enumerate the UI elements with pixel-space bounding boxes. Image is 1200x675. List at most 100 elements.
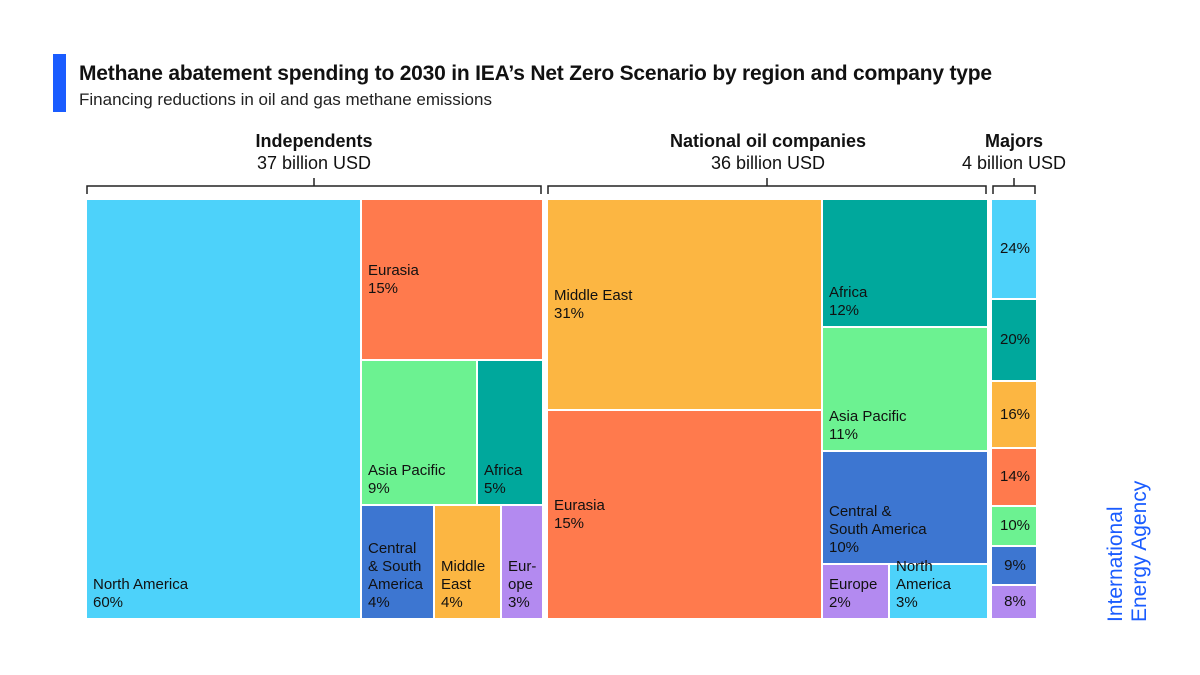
cell-region-name: Africa xyxy=(829,284,868,301)
cell-label: Eurasia 15% xyxy=(554,497,605,533)
cell-label: 9% xyxy=(992,557,1038,575)
cell-region-name: East xyxy=(441,576,472,593)
cell-region-name: Eur- xyxy=(508,558,537,575)
cell-label: North America 60% xyxy=(93,576,188,612)
cell-region-name: Central & xyxy=(829,503,892,520)
cell-percent: 10% xyxy=(999,517,1031,534)
cell-region-name: & South xyxy=(368,558,422,575)
group-total: 36 billion USD xyxy=(710,153,826,173)
group-name: Independents xyxy=(255,131,373,151)
cell-percent: 2% xyxy=(829,594,851,611)
bracket-majors xyxy=(992,178,1036,194)
cell-percent: 5% xyxy=(484,480,506,497)
cell-label: 14% xyxy=(992,468,1038,486)
iea-logo: International Energy Agency xyxy=(1104,480,1151,622)
bracket-independents xyxy=(86,178,542,194)
cell-label: Middle East 4% xyxy=(441,558,485,612)
bracket-national-oil-companies xyxy=(547,178,987,194)
treemap-cell-national-oil-companies-north-america: North America 3% xyxy=(889,558,988,619)
cell-label: North America 3% xyxy=(896,558,951,612)
group-total: 37 billion USD xyxy=(256,153,372,173)
cell-region-name: South America xyxy=(829,521,927,538)
cell-label: Europe 2% xyxy=(829,576,877,612)
cell-region-name: Africa xyxy=(484,462,523,479)
treemap-cell-majors-asia-pacific: 10% xyxy=(991,506,1037,546)
cell-percent: 4% xyxy=(441,594,463,611)
treemap-cell-majors-north-america: 24% xyxy=(991,199,1037,299)
cell-percent: 14% xyxy=(999,468,1031,485)
cell-percent: 8% xyxy=(1004,593,1026,610)
treemap-cell-national-oil-companies-middle-east: Middle East 31% xyxy=(547,199,822,410)
cell-label: Eur-ope 3% xyxy=(508,558,536,612)
cell-region-name: North xyxy=(896,558,933,575)
group-name: National oil companies xyxy=(669,131,867,151)
treemap-cell-independents-north-america: North America 60% xyxy=(86,199,361,619)
chart-subtitle: Financing reductions in oil and gas meth… xyxy=(79,90,492,109)
logo-line-1: International xyxy=(1104,506,1127,622)
cell-label: Middle East 31% xyxy=(554,287,632,323)
cell-region-name: Eurasia xyxy=(368,262,419,279)
cell-label: 8% xyxy=(992,593,1038,611)
cell-label: 16% xyxy=(992,406,1038,424)
treemap-cell-majors-middle-east: 16% xyxy=(991,381,1037,448)
treemap-cell-independents-africa: Africa 5% xyxy=(477,360,543,505)
group-header-independents: Independents 37 billion USD xyxy=(214,130,414,174)
cell-region-name: North America xyxy=(93,576,189,593)
treemap-cell-national-oil-companies-asia-pacific: Asia Pacific 11% xyxy=(822,327,988,451)
cell-percent: 11% xyxy=(829,426,858,443)
cell-percent: 15% xyxy=(554,515,585,532)
treemap-cell-independents-europe: Eur-ope 3% xyxy=(501,505,543,619)
cell-percent: 16% xyxy=(999,406,1031,423)
cell-label: Asia Pacific 11% xyxy=(829,408,907,444)
cell-label: 20% xyxy=(992,331,1038,349)
cell-region-name: Eurasia xyxy=(554,497,605,514)
cell-label: Central & South America 10% xyxy=(829,503,927,557)
group-total: 4 billion USD xyxy=(961,153,1067,173)
cell-percent: 3% xyxy=(508,594,530,611)
cell-label: Africa 12% xyxy=(829,284,867,320)
cell-percent: 10% xyxy=(829,539,860,556)
cell-percent: 15% xyxy=(368,280,399,297)
cell-percent: 4% xyxy=(368,594,390,611)
cell-percent: 20% xyxy=(999,331,1031,348)
cell-percent: 31% xyxy=(554,305,585,322)
cell-percent: 9% xyxy=(368,480,390,497)
title-accent-bar xyxy=(53,54,66,112)
cell-percent: 9% xyxy=(1004,557,1026,574)
treemap-cell-national-oil-companies-europe: Europe 2% xyxy=(822,564,889,619)
cell-label: Asia Pacific 9% xyxy=(368,462,446,498)
cell-region-name: Middle East xyxy=(554,287,633,304)
cell-region-name: Middle xyxy=(441,558,486,575)
treemap-cell-national-oil-companies-eurasia: Eurasia 15% xyxy=(547,410,822,619)
cell-label: Africa 5% xyxy=(484,462,522,498)
cell-region-name: Asia Pacific xyxy=(368,462,446,479)
treemap-cell-majors-africa: 20% xyxy=(991,299,1037,381)
treemap-cell-national-oil-companies-central-and-south-america: Central & South America 10% xyxy=(822,451,988,564)
chart-title: Methane abatement spending to 2030 in IE… xyxy=(79,62,992,85)
logo-line-2: Energy Agency xyxy=(1128,480,1151,622)
cell-region-name: Central xyxy=(368,540,417,557)
treemap-cell-national-oil-companies-africa: Africa 12% xyxy=(822,199,988,327)
cell-label: Eurasia 15% xyxy=(368,262,419,298)
cell-region-name: Asia Pacific xyxy=(829,408,907,425)
treemap-cell-independents-eurasia: Eurasia 15% xyxy=(361,199,543,360)
group-header-majors: Majors 4 billion USD xyxy=(944,130,1084,174)
cell-region-name: America xyxy=(368,576,424,593)
treemap-cell-independents-asia-pacific: Asia Pacific 9% xyxy=(361,360,477,505)
group-name: Majors xyxy=(984,131,1044,151)
cell-region-name: Europe xyxy=(829,576,878,593)
treemap-cell-majors-central-and-south-america: 9% xyxy=(991,546,1037,585)
cell-label: 10% xyxy=(992,517,1038,535)
cell-region-name: ope xyxy=(508,576,534,593)
treemap-cell-majors-eurasia: 14% xyxy=(991,448,1037,506)
treemap-cell-independents-middle-east: Middle East 4% xyxy=(434,505,501,619)
cell-percent: 3% xyxy=(896,594,918,611)
cell-region-name: America xyxy=(896,576,952,593)
cell-label: 24% xyxy=(992,240,1038,258)
group-header-national-oil-companies: National oil companies 36 billion USD xyxy=(640,130,896,174)
cell-label: Central & South America 4% xyxy=(368,540,423,612)
cell-percent: 24% xyxy=(999,240,1031,257)
cell-percent: 12% xyxy=(829,302,860,319)
treemap-cell-majors-europe: 8% xyxy=(991,585,1037,619)
